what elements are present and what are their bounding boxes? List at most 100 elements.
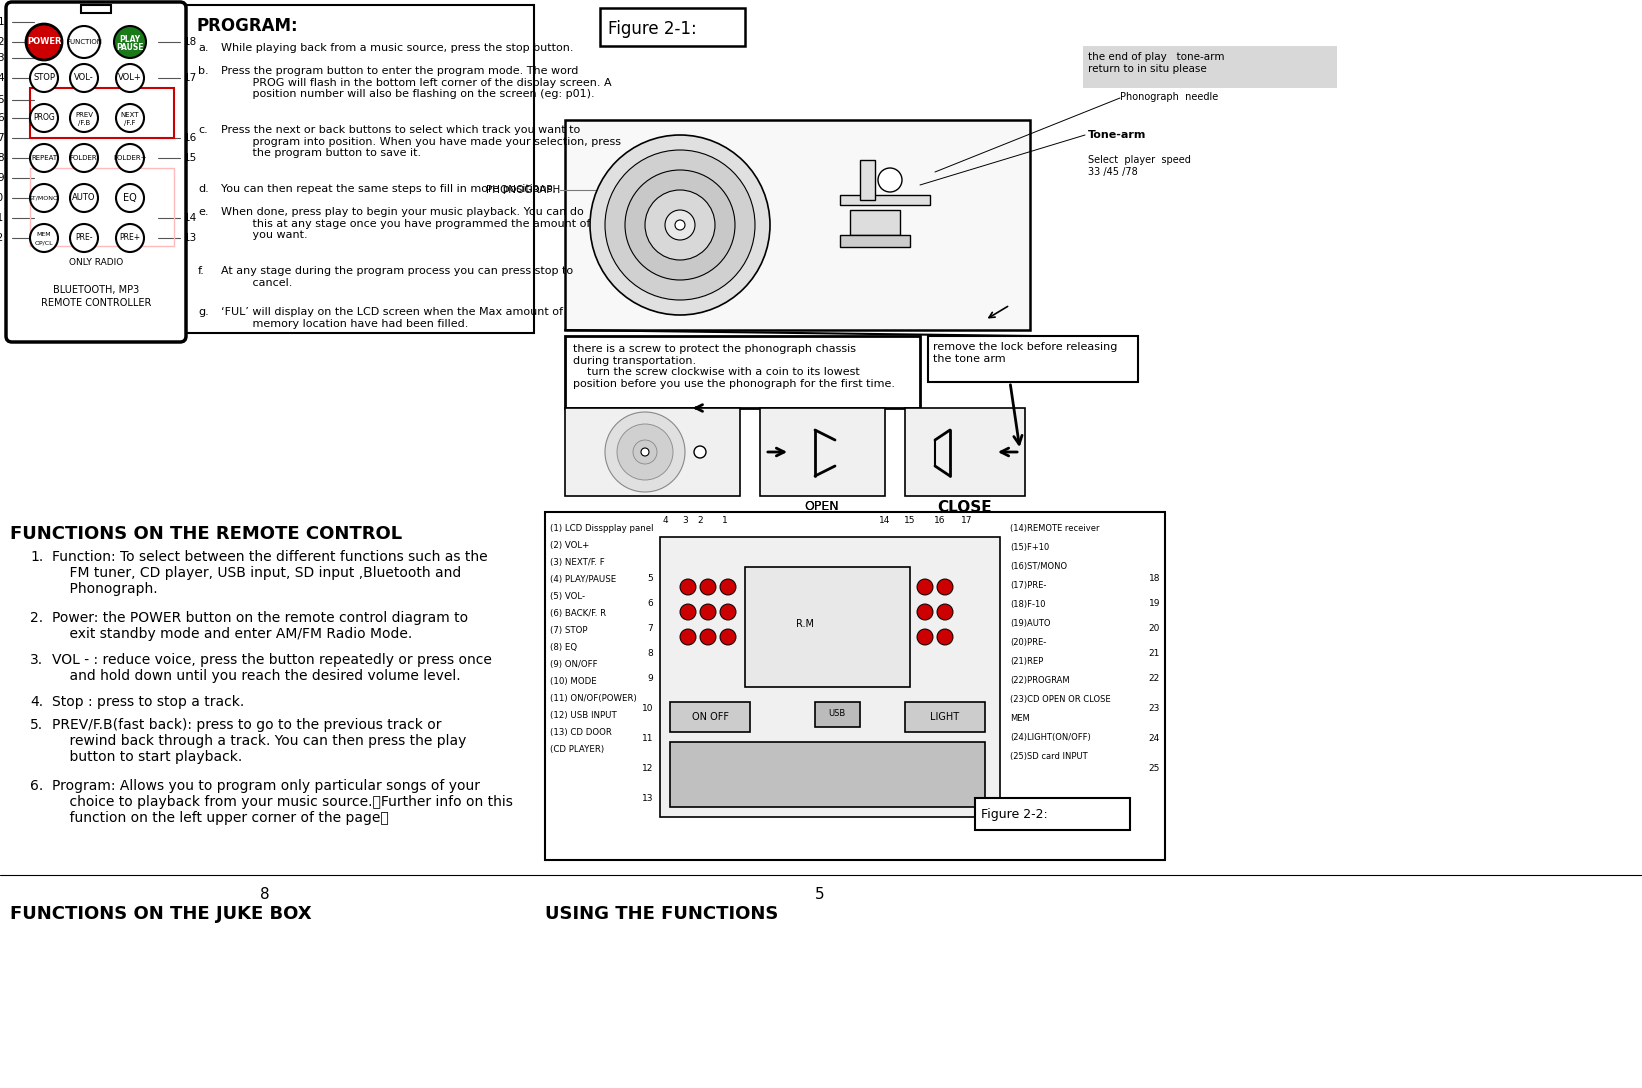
Text: PRE+: PRE+ bbox=[120, 234, 141, 243]
Circle shape bbox=[916, 629, 933, 645]
Text: 23: 23 bbox=[1149, 704, 1159, 713]
Bar bbox=[860, 160, 875, 200]
Text: (7) STOP: (7) STOP bbox=[550, 626, 588, 635]
Circle shape bbox=[117, 144, 144, 172]
Circle shape bbox=[604, 412, 685, 492]
Text: 11: 11 bbox=[0, 213, 3, 223]
Text: AUTO: AUTO bbox=[72, 194, 95, 202]
Circle shape bbox=[67, 26, 100, 58]
Text: d.: d. bbox=[199, 184, 209, 194]
Text: 8: 8 bbox=[259, 887, 269, 902]
Text: VOL-: VOL- bbox=[74, 74, 94, 83]
Circle shape bbox=[695, 446, 706, 458]
Text: 1: 1 bbox=[0, 17, 3, 27]
Text: POWER: POWER bbox=[26, 37, 61, 47]
Text: 2.: 2. bbox=[30, 611, 43, 625]
Text: PROGRAM:: PROGRAM: bbox=[195, 17, 297, 35]
Text: 12: 12 bbox=[642, 764, 654, 772]
Text: 8: 8 bbox=[647, 650, 654, 658]
Text: 13: 13 bbox=[642, 794, 654, 803]
Text: (22)PROGRAM: (22)PROGRAM bbox=[1010, 676, 1069, 685]
Circle shape bbox=[30, 104, 57, 132]
Text: 13: 13 bbox=[184, 233, 197, 243]
Text: 15: 15 bbox=[184, 153, 197, 163]
Text: ONLY RADIO: ONLY RADIO bbox=[69, 258, 123, 267]
Text: remove the lock before releasing
the tone arm: remove the lock before releasing the ton… bbox=[933, 342, 1117, 363]
Text: 7: 7 bbox=[647, 625, 654, 633]
Text: 15: 15 bbox=[905, 516, 916, 526]
Text: (4) PLAY/PAUSE: (4) PLAY/PAUSE bbox=[550, 574, 616, 584]
Text: (14)REMOTE receiver: (14)REMOTE receiver bbox=[1010, 524, 1100, 533]
Text: 2: 2 bbox=[0, 37, 3, 47]
Text: 1.: 1. bbox=[30, 551, 43, 564]
Text: PRE-: PRE- bbox=[76, 234, 92, 243]
Text: REMOTE CONTROLLER: REMOTE CONTROLLER bbox=[41, 298, 151, 308]
Bar bbox=[545, 512, 1166, 860]
Circle shape bbox=[634, 440, 657, 463]
Circle shape bbox=[626, 170, 736, 280]
Text: 3.: 3. bbox=[30, 653, 43, 667]
Text: 25: 25 bbox=[1149, 764, 1159, 772]
Circle shape bbox=[699, 579, 716, 595]
Text: 4: 4 bbox=[662, 516, 668, 526]
Text: f.: f. bbox=[199, 265, 205, 276]
Bar bbox=[760, 408, 885, 496]
Text: 24: 24 bbox=[1149, 734, 1159, 743]
Text: (1) LCD Disspplay panel: (1) LCD Disspplay panel bbox=[550, 524, 654, 533]
Text: (11) ON/OF(POWER): (11) ON/OF(POWER) bbox=[550, 694, 637, 703]
Text: FOLDER-: FOLDER- bbox=[69, 154, 99, 161]
Text: FUNCTIONS ON THE JUKE BOX: FUNCTIONS ON THE JUKE BOX bbox=[10, 905, 312, 923]
FancyBboxPatch shape bbox=[1084, 46, 1337, 88]
Circle shape bbox=[680, 604, 696, 620]
Circle shape bbox=[71, 224, 99, 252]
Text: (21)REP: (21)REP bbox=[1010, 657, 1043, 666]
Text: /F.B: /F.B bbox=[77, 120, 90, 126]
Text: 16: 16 bbox=[184, 133, 197, 143]
Text: R.M: R.M bbox=[796, 619, 814, 629]
Text: 14: 14 bbox=[880, 516, 890, 526]
Circle shape bbox=[719, 579, 736, 595]
Text: 18: 18 bbox=[1148, 574, 1159, 583]
Text: Phonograph  needle: Phonograph needle bbox=[1120, 92, 1218, 102]
Text: ST/MONO: ST/MONO bbox=[30, 196, 59, 200]
Text: 9: 9 bbox=[647, 673, 654, 683]
Bar bbox=[670, 742, 985, 807]
Circle shape bbox=[117, 224, 144, 252]
Text: 8: 8 bbox=[0, 153, 3, 163]
Circle shape bbox=[680, 629, 696, 645]
Circle shape bbox=[916, 604, 933, 620]
Circle shape bbox=[719, 604, 736, 620]
Text: 4: 4 bbox=[0, 73, 3, 83]
Circle shape bbox=[71, 64, 99, 92]
Text: (6) BACK/F. R: (6) BACK/F. R bbox=[550, 609, 606, 618]
Circle shape bbox=[71, 104, 99, 132]
Bar bbox=[80, 5, 112, 13]
Circle shape bbox=[938, 604, 952, 620]
Text: LIGHT: LIGHT bbox=[931, 712, 959, 722]
Circle shape bbox=[617, 424, 673, 480]
Text: Press the program button to enter the program mode. The word
         PROG will : Press the program button to enter the pr… bbox=[222, 66, 611, 99]
Text: 5.: 5. bbox=[30, 718, 43, 732]
Bar bbox=[841, 195, 929, 205]
Text: there is a screw to protect the phonograph chassis
during transportation.
    tu: there is a screw to protect the phonogra… bbox=[573, 344, 895, 388]
Text: REPEAT: REPEAT bbox=[31, 154, 57, 161]
Circle shape bbox=[938, 579, 952, 595]
Text: 21: 21 bbox=[1149, 650, 1159, 658]
Text: (5) VOL-: (5) VOL- bbox=[550, 592, 585, 601]
Circle shape bbox=[71, 144, 99, 172]
Circle shape bbox=[113, 26, 146, 58]
Circle shape bbox=[26, 24, 62, 60]
Bar bbox=[565, 336, 920, 408]
Text: (15)F+10: (15)F+10 bbox=[1010, 543, 1049, 552]
Text: Function: To select between the different functions such as the
    FM tuner, CD: Function: To select between the differen… bbox=[53, 551, 488, 596]
Text: Select  player  speed
33 /45 /78: Select player speed 33 /45 /78 bbox=[1089, 154, 1190, 176]
Bar bbox=[30, 168, 174, 246]
Text: (13) CD DOOR: (13) CD DOOR bbox=[550, 728, 612, 737]
Circle shape bbox=[30, 224, 57, 252]
Text: a.: a. bbox=[199, 44, 209, 53]
Text: CLOSE: CLOSE bbox=[938, 500, 992, 515]
Text: OPEN: OPEN bbox=[805, 500, 839, 514]
Text: (25)SD card INPUT: (25)SD card INPUT bbox=[1010, 752, 1087, 761]
Text: Power: the POWER button on the remote control diagram to
    exit standby mode a: Power: the POWER button on the remote co… bbox=[53, 611, 468, 641]
Text: 20: 20 bbox=[1149, 625, 1159, 633]
